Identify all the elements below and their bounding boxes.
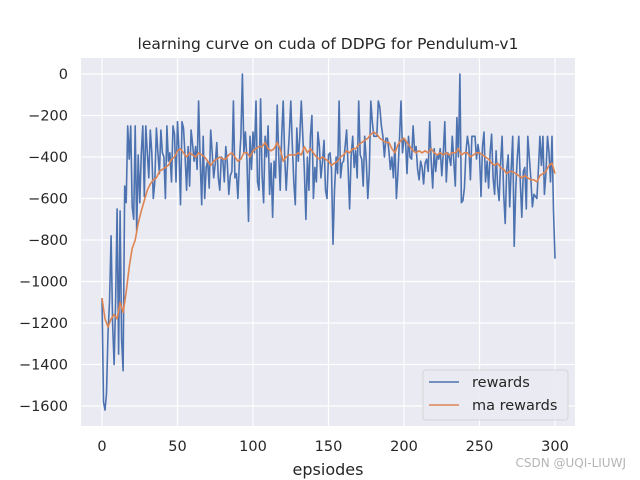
x-tick-label: 0 xyxy=(97,439,106,455)
chart-title: learning curve on cuda of DDPG for Pendu… xyxy=(138,35,519,53)
x-tick-label: 150 xyxy=(315,439,343,455)
x-tick-label: 300 xyxy=(541,439,569,455)
y-tick-label: −600 xyxy=(28,192,68,208)
series-line-rewards xyxy=(101,73,556,411)
y-tick-label: −1200 xyxy=(19,316,68,332)
watermark: CSDN @UQI-LIUWJ xyxy=(515,456,626,470)
x-axis-label: epsiodes xyxy=(293,460,364,479)
x-tick-label: 50 xyxy=(168,439,186,455)
y-tick-label: −1400 xyxy=(19,358,68,374)
series-layer xyxy=(101,73,556,411)
y-tick-label: −200 xyxy=(28,109,68,125)
y-tick-label: −1600 xyxy=(19,399,68,415)
legend: rewards ma rewards xyxy=(422,369,569,421)
y-tick-label: 0 xyxy=(59,67,68,83)
legend-label-ma-rewards: ma rewards xyxy=(472,398,557,414)
x-tick-label: 100 xyxy=(239,439,267,455)
y-tick-label: −400 xyxy=(28,150,68,166)
y-axis-ticks: 0 −200 −400 −600 −800 −1000 −1200 −1400 −1600 xyxy=(19,67,68,415)
series-line-ma-rewards xyxy=(101,131,556,328)
y-tick-label: −1000 xyxy=(19,275,68,291)
x-tick-label: 250 xyxy=(466,439,494,455)
x-axis-ticks: 0 50 100 150 200 250 300 xyxy=(97,439,568,455)
x-tick-label: 200 xyxy=(390,439,418,455)
legend-label-rewards: rewards xyxy=(472,375,530,391)
y-tick-label: −800 xyxy=(28,233,68,249)
